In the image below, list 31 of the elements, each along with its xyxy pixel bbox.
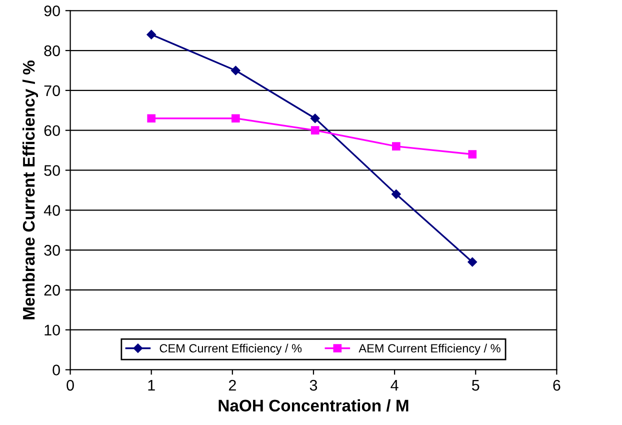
point (231, 66, 240, 76)
x-tick-label: 2 (228, 380, 236, 391)
y-axis-title: Membrane Current Efficiency / % (22, 60, 38, 320)
x-tick-label: 1 (148, 380, 155, 391)
point (147, 114, 156, 123)
y-tick-label: 20 (44, 284, 60, 296)
point (310, 126, 320, 134)
point (392, 190, 401, 199)
x-tick-label: 0 (66, 380, 74, 391)
point (468, 257, 478, 267)
x-tick-label: 4 (390, 380, 398, 391)
legend-label: CEM Current Efficiency / % (160, 344, 302, 355)
y-tick-label: 50 (44, 165, 60, 176)
y-tick-label: 0 (52, 364, 60, 376)
point (231, 114, 240, 123)
y-tick-label: 70 (44, 85, 60, 96)
point (468, 150, 477, 158)
point (310, 114, 320, 123)
y-tick-label: 30 (44, 244, 60, 256)
y-tick-label: 80 (44, 45, 60, 56)
point (146, 30, 156, 40)
y-tick-label: 10 (44, 324, 60, 336)
point (392, 142, 400, 150)
y-tick-label: 60 (44, 125, 60, 136)
y-tick-label: 40 (44, 205, 60, 216)
x-tick-label: 5 (472, 380, 480, 391)
x-axis-title: NaOH Concentration / M (218, 399, 408, 412)
x-tick-label: 6 (553, 380, 560, 391)
y-tick-label: 90 (44, 5, 60, 16)
legend-label: AEM Current Efficiency / % (358, 344, 500, 355)
x-tick-label: 3 (310, 380, 318, 391)
